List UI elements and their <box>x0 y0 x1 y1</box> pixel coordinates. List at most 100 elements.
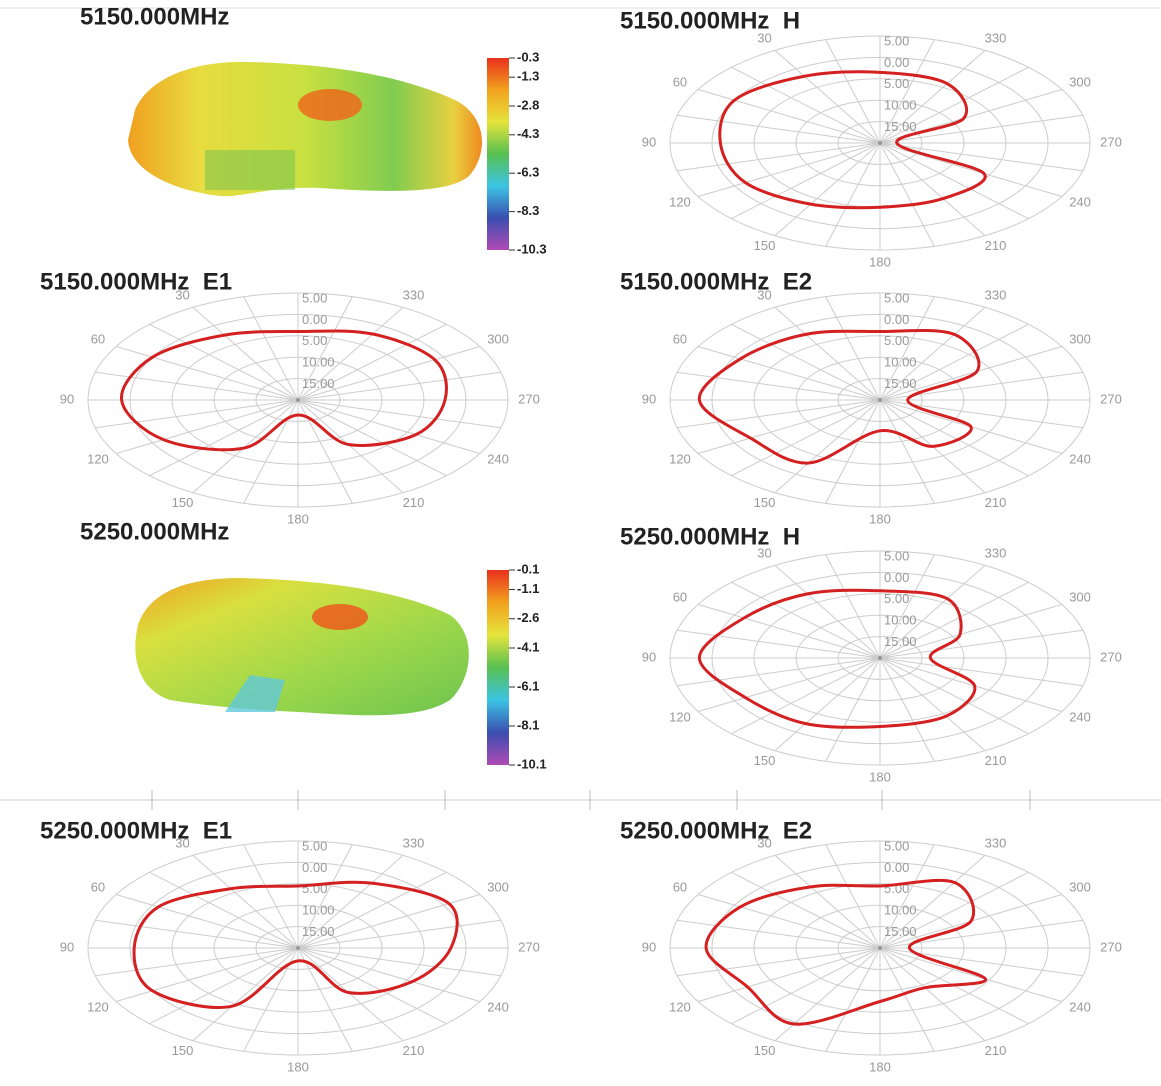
grid-spoke <box>825 399 881 504</box>
grid-spoke <box>825 657 881 762</box>
grid-spoke <box>677 399 881 429</box>
grid-spoke <box>677 947 881 977</box>
r-tick-label: 0.00 <box>302 860 327 875</box>
theta-tick-label: 210 <box>985 1043 1007 1058</box>
grid-spoke <box>879 947 1083 977</box>
grid-spoke <box>297 919 501 949</box>
r-tick-label: 5.00 <box>884 838 909 853</box>
grid-spoke <box>149 947 299 1025</box>
grid-spoke <box>825 844 881 949</box>
r-tick-label: 15.00 <box>302 924 335 939</box>
colorbar-label: -4.1 <box>517 639 539 654</box>
colorbar-label: -10.3 <box>517 241 547 256</box>
theta-tick-label: 60 <box>673 880 687 895</box>
theta-tick-label: 150 <box>754 1043 776 1058</box>
grid-spoke <box>879 657 935 762</box>
theta-tick-label: 210 <box>403 1043 425 1058</box>
r-tick-label: 15.00 <box>884 376 917 391</box>
theta-tick-label: 90 <box>642 649 656 664</box>
r-tick-label: 5.00 <box>884 76 909 91</box>
grid-spoke <box>879 871 1029 949</box>
grid-spoke <box>115 947 299 1002</box>
theta-tick-label: 90 <box>60 391 74 406</box>
chart-title: 5150.000MHz E2 <box>620 268 812 295</box>
grid-spoke <box>731 399 881 477</box>
colorbar-label: -2.8 <box>517 97 539 112</box>
grid-spoke <box>677 919 881 949</box>
center <box>296 398 300 402</box>
theta-tick-label: 330 <box>985 836 1007 851</box>
center <box>878 656 882 660</box>
grid-spoke <box>297 346 481 401</box>
theta-tick-label: 180 <box>869 769 891 784</box>
r-tick-label: 10.00 <box>302 903 335 918</box>
grid-spoke <box>879 657 1063 712</box>
grid-spoke <box>879 629 1083 659</box>
theta-tick-label: 60 <box>673 332 687 347</box>
grid-spoke <box>879 854 986 949</box>
center <box>296 946 300 950</box>
theta-tick-label: 330 <box>403 836 425 851</box>
grid-spoke <box>243 844 299 949</box>
grid-spoke <box>879 657 1029 735</box>
r-tick-label: 5.00 <box>884 33 909 48</box>
grid-spoke <box>697 894 881 949</box>
grid-spoke <box>697 947 881 1002</box>
grid-spoke <box>774 657 881 752</box>
divider-ticks <box>151 790 1031 810</box>
grid-spoke <box>879 947 986 1042</box>
theta-tick-label: 300 <box>1069 590 1091 605</box>
theta-tick-label: 30 <box>757 31 771 46</box>
grid-spoke <box>774 854 881 949</box>
theta-tick-label: 120 <box>87 999 109 1014</box>
grid-spoke <box>297 296 353 401</box>
grid-spoke <box>243 399 299 504</box>
chart-title: 5150.000MHz <box>80 3 229 30</box>
r-tick-label: 0.00 <box>302 312 327 327</box>
grid-spoke <box>192 947 299 1042</box>
theta-tick-label: 330 <box>985 31 1007 46</box>
r-tick-label: 0.00 <box>884 312 909 327</box>
theta-tick-label: 120 <box>669 709 691 724</box>
colorbar-label: -10.1 <box>517 756 547 771</box>
theta-tick-label: 180 <box>287 511 309 526</box>
r-tick-label: 5.00 <box>884 290 909 305</box>
pattern-3d <box>135 578 469 716</box>
grid-spoke <box>297 399 481 454</box>
theta-tick-label: 60 <box>673 75 687 90</box>
r-tick-label: 0.00 <box>884 55 909 70</box>
colorbar-label: -8.3 <box>517 203 539 218</box>
theta-tick-label: 60 <box>91 880 105 895</box>
theta-tick-label: 210 <box>985 753 1007 768</box>
grid-spoke <box>774 399 881 494</box>
grid-spoke <box>825 947 881 1052</box>
grid-spoke <box>731 581 881 659</box>
theta-tick-label: 60 <box>91 332 105 347</box>
theta-tick-label: 120 <box>669 999 691 1014</box>
chart-title: 5250.000MHz E2 <box>620 817 812 844</box>
r-tick-label: 0.00 <box>884 860 909 875</box>
pattern-curve <box>697 588 977 729</box>
grid-spoke <box>879 142 1083 172</box>
theta-tick-label: 240 <box>1069 709 1091 724</box>
r-tick-label: 5.00 <box>302 333 327 348</box>
grid-spoke <box>297 371 501 401</box>
grid-spoke <box>774 564 881 659</box>
theta-tick-label: 330 <box>985 546 1007 561</box>
grid-spoke <box>774 49 881 144</box>
theta-tick-label: 240 <box>1069 999 1091 1014</box>
grid-spoke <box>879 306 986 401</box>
grid-spoke <box>879 657 1083 687</box>
grid-spoke <box>149 323 299 401</box>
grid-spoke <box>297 947 447 1025</box>
colorbar <box>487 58 509 250</box>
grid-spoke <box>879 114 1083 144</box>
grid-spoke <box>731 142 881 220</box>
pattern-curve <box>697 328 981 465</box>
grid-spoke <box>677 371 881 401</box>
theta-tick-label: 90 <box>642 939 656 954</box>
theta-tick-label: 330 <box>985 288 1007 303</box>
grid-spoke <box>192 306 299 401</box>
colorbar-label: -2.6 <box>517 610 539 625</box>
grid-spoke <box>95 947 299 977</box>
